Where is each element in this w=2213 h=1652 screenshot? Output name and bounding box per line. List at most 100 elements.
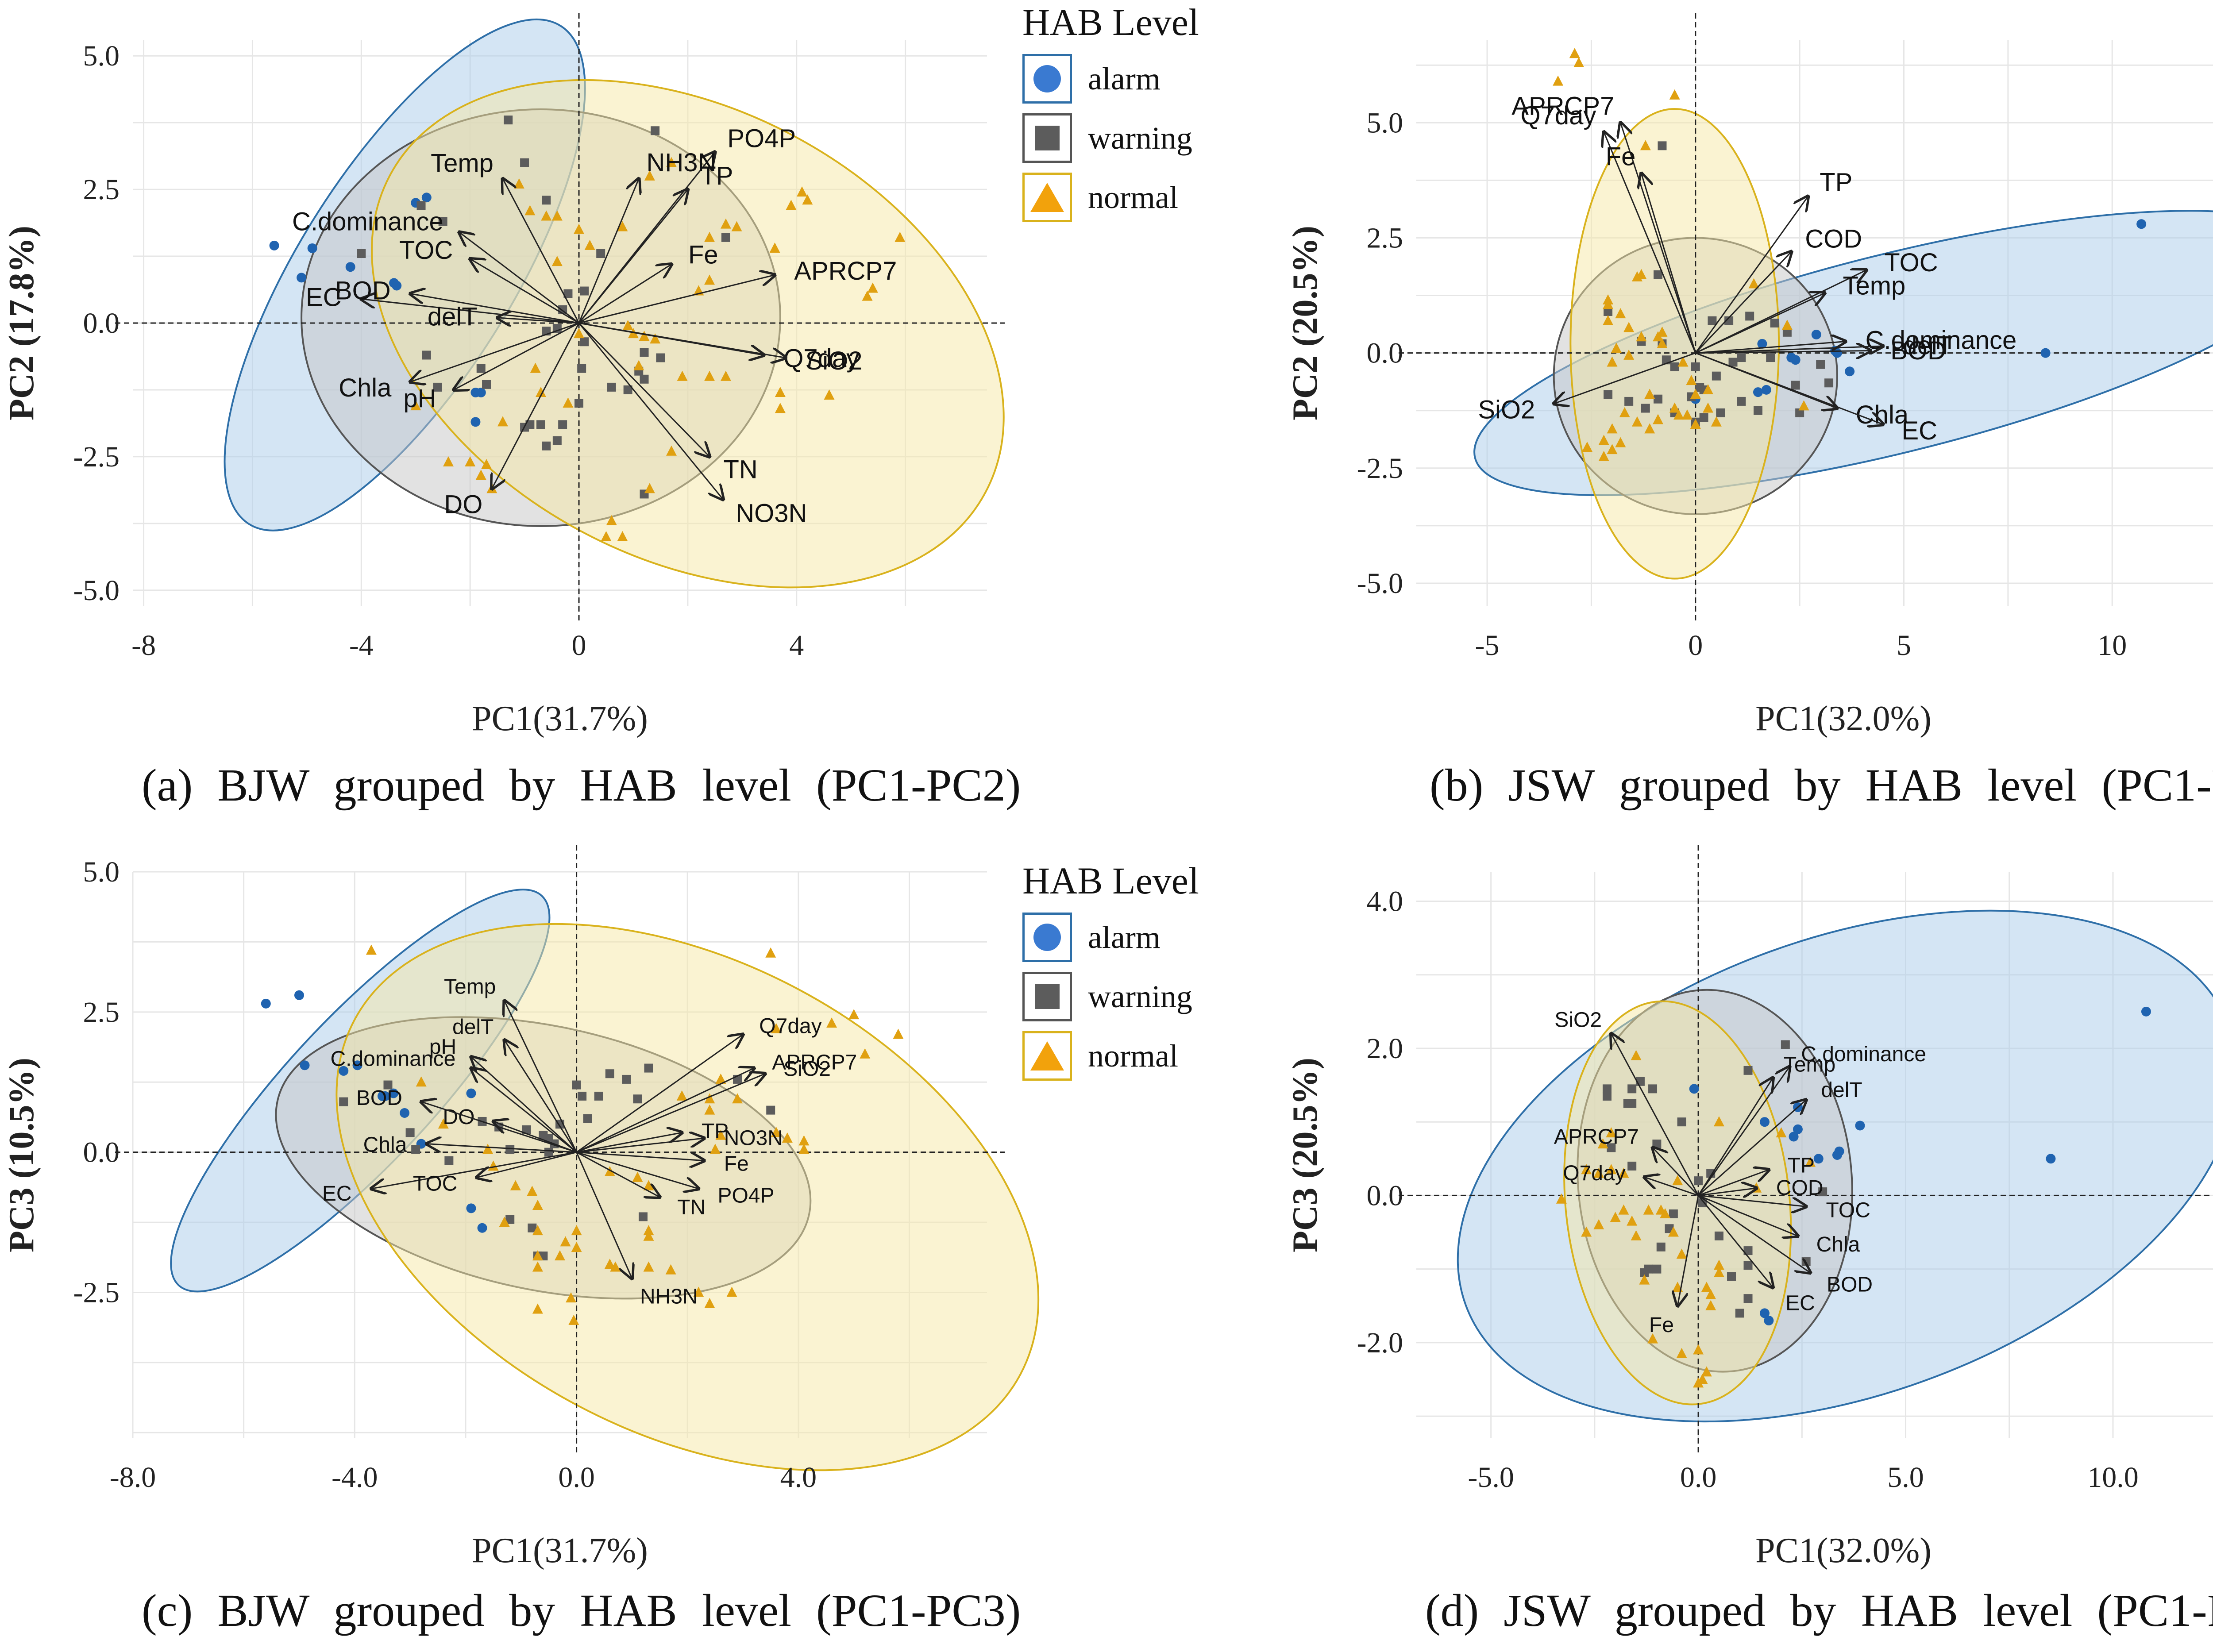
point-normal bbox=[1615, 437, 1626, 447]
loading-arrow-aprcp7 bbox=[576, 1068, 754, 1153]
point-normal bbox=[704, 1093, 715, 1104]
point-warning bbox=[583, 1114, 592, 1123]
loading-label: delT bbox=[1903, 331, 1953, 360]
point-warning bbox=[651, 126, 660, 135]
point-normal bbox=[606, 515, 617, 525]
point-warning bbox=[1745, 312, 1754, 321]
point-alarm bbox=[466, 1088, 476, 1098]
point-normal bbox=[532, 1250, 543, 1261]
point-normal bbox=[1607, 356, 1618, 367]
loading-arrow-ec bbox=[1695, 352, 1883, 424]
point-alarm bbox=[1759, 1308, 1770, 1318]
loading-arrow-bod bbox=[410, 294, 579, 324]
point-warning bbox=[1743, 1261, 1753, 1270]
point-warning bbox=[1654, 270, 1663, 279]
loading-label: TOC bbox=[1826, 1198, 1870, 1222]
loading-arrow-tn bbox=[578, 322, 709, 457]
legend-c: HAB Level alarm warning normal bbox=[1022, 859, 1199, 1081]
loading-arrow-delt bbox=[1698, 1100, 1806, 1196]
point-normal bbox=[797, 186, 808, 197]
x-tick-label: 0 bbox=[572, 629, 586, 662]
point-normal bbox=[644, 483, 655, 493]
loading-arrow-tp bbox=[1695, 196, 1808, 354]
point-alarm bbox=[392, 281, 402, 291]
loading-label: Fe bbox=[1606, 142, 1636, 171]
point-warning bbox=[504, 116, 513, 125]
caption-b: (b) JSW grouped by HAB level (PC1-PC2) bbox=[1430, 760, 2213, 811]
point-normal bbox=[1686, 375, 1697, 385]
point-normal bbox=[1640, 140, 1651, 150]
point-warning bbox=[1712, 371, 1721, 381]
loading-label: APRCP7 bbox=[794, 257, 897, 285]
point-normal bbox=[560, 1236, 571, 1247]
point-warning bbox=[1604, 390, 1613, 399]
point-normal bbox=[1611, 343, 1622, 353]
loading-arrow-chla bbox=[1698, 1195, 1798, 1236]
point-normal bbox=[1631, 1050, 1642, 1060]
point-warning bbox=[1669, 1209, 1678, 1218]
loading-label: pH bbox=[403, 384, 436, 413]
loading-arrow-sio2 bbox=[578, 322, 786, 358]
loading-label: EC bbox=[1785, 1291, 1815, 1315]
point-normal bbox=[704, 1298, 715, 1308]
loading-label: BOD bbox=[1827, 1273, 1873, 1297]
legend-item-warning: warning bbox=[1022, 113, 1199, 163]
point-normal bbox=[524, 205, 536, 216]
loading-arrow-bod bbox=[421, 1102, 577, 1153]
point-normal bbox=[726, 1286, 737, 1297]
point-warning bbox=[622, 1074, 631, 1084]
legend-title: HAB Level bbox=[1022, 1, 1199, 43]
point-alarm bbox=[1845, 366, 1855, 377]
point-normal bbox=[541, 210, 552, 221]
point-normal bbox=[499, 1217, 510, 1227]
point-normal bbox=[1703, 402, 1714, 413]
point-normal bbox=[1569, 48, 1580, 58]
point-normal bbox=[1653, 414, 1664, 424]
point-warning bbox=[520, 158, 529, 167]
point-normal bbox=[1639, 1274, 1650, 1285]
point-alarm bbox=[1793, 1124, 1803, 1134]
point-warning bbox=[766, 1105, 775, 1115]
point-warning bbox=[1624, 397, 1634, 406]
point-alarm bbox=[470, 417, 481, 427]
loading-arrow-q7day bbox=[1604, 132, 1696, 354]
point-normal bbox=[731, 221, 742, 231]
y-tick-label: 2.5 bbox=[83, 173, 120, 206]
point-warning bbox=[1735, 1309, 1744, 1318]
loading-label: Temp bbox=[1843, 272, 1905, 300]
y-axis-label: PC3 (20.5%) bbox=[1286, 1058, 1325, 1252]
loading-arrow-fe bbox=[578, 264, 671, 324]
point-normal bbox=[584, 239, 595, 250]
point-normal bbox=[465, 456, 476, 466]
triangle-icon bbox=[1030, 183, 1064, 212]
point-warning bbox=[1648, 1084, 1658, 1094]
point-normal bbox=[551, 210, 563, 221]
point-warning bbox=[1677, 1117, 1686, 1127]
point-normal bbox=[1690, 389, 1701, 399]
point-normal bbox=[574, 328, 585, 339]
x-tick-label: 0 bbox=[1688, 629, 1703, 662]
point-warning bbox=[572, 1080, 581, 1090]
legend-item-alarm: alarm bbox=[1022, 913, 1199, 962]
point-normal bbox=[704, 231, 715, 242]
point-normal bbox=[786, 200, 797, 210]
point-normal bbox=[1701, 1366, 1712, 1377]
point-warning bbox=[1607, 1143, 1616, 1152]
loading-label: C.dominance bbox=[292, 208, 443, 236]
x-tick-label: -8 bbox=[131, 629, 156, 662]
point-warning bbox=[1604, 307, 1613, 316]
point-alarm bbox=[269, 240, 279, 250]
loading-arrow-cod bbox=[1698, 1188, 1756, 1196]
loading-label: TP bbox=[1788, 1154, 1815, 1178]
point-normal bbox=[862, 290, 873, 301]
point-normal bbox=[1776, 1127, 1787, 1138]
point-alarm bbox=[2046, 1154, 2056, 1164]
point-normal bbox=[693, 1286, 704, 1297]
point-normal bbox=[1597, 1138, 1608, 1149]
point-warning bbox=[1694, 1176, 1703, 1186]
point-normal bbox=[1618, 1204, 1629, 1215]
point-normal bbox=[530, 362, 541, 373]
loading-arrow-nh3n bbox=[576, 1152, 632, 1278]
point-normal bbox=[563, 397, 574, 408]
point-warning bbox=[1602, 1092, 1612, 1101]
